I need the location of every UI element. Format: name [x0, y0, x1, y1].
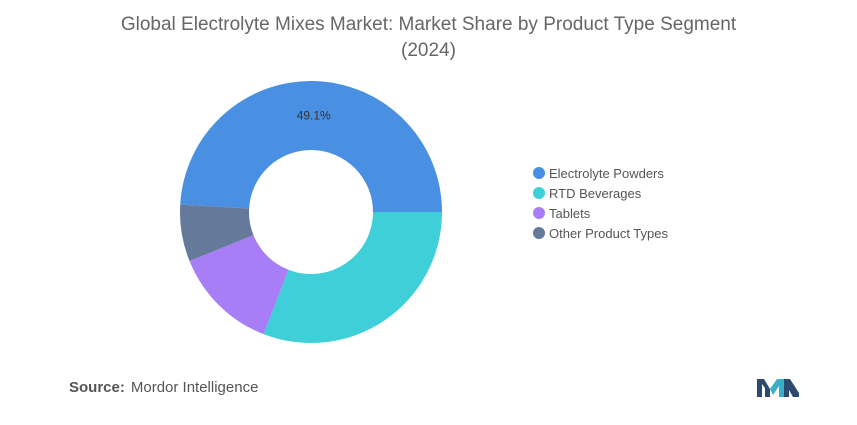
- source-label: Source:: [69, 379, 125, 396]
- source-value: Mordor Intelligence: [130, 379, 259, 396]
- legend-item: Tablets: [533, 203, 668, 223]
- donut-slice-tablets: [189, 235, 289, 335]
- legend-label: Electrolyte Powders: [549, 165, 664, 181]
- data-label-electrolyte-powders: 49.1%: [297, 109, 331, 123]
- donut-slice-rtd-beverages: [263, 212, 442, 343]
- legend-item: RTD Beverages: [533, 183, 668, 203]
- chart-title-line-2: (2024): [401, 40, 456, 61]
- legend-label: Tablets: [549, 205, 591, 221]
- legend-swatch: [533, 187, 545, 199]
- legend-swatch: [533, 207, 545, 219]
- legend-item: Electrolyte Powders: [533, 163, 668, 183]
- legend-label: Other Product Types: [549, 225, 668, 241]
- chart-legend: Electrolyte Powders RTD Beverages Tablets O…: [533, 163, 668, 243]
- legend-swatch: [533, 227, 545, 239]
- chart-title-line-1: Global Electrolyte Mixes Market: Market …: [120, 14, 737, 35]
- mordor-intelligence-logo-icon: [757, 379, 799, 397]
- donut-slice-electrolyte-powders: [180, 80, 442, 213]
- source-note: Source: Mordor Intelligence: [69, 379, 258, 396]
- legend-label: RTD Beverages: [549, 185, 642, 201]
- donut-slice-other-product-types: [180, 204, 254, 261]
- legend-swatch: [533, 167, 545, 179]
- chart-title: Global Electrolyte Mixes Market: Market …: [0, 12, 857, 64]
- legend-item: Other Product Types: [533, 223, 668, 243]
